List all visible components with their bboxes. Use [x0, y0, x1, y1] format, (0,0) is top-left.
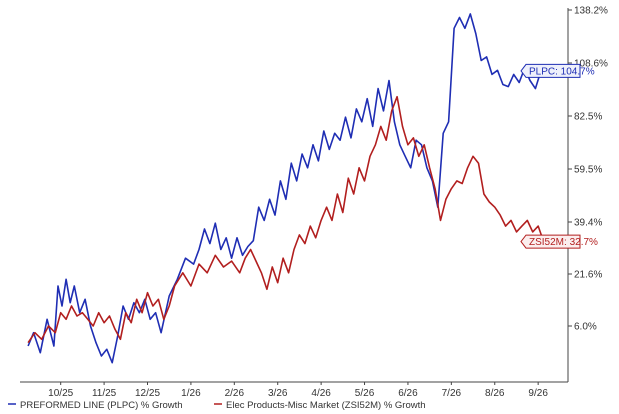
callout-label-plpc: PLPC: 104.7%: [529, 66, 595, 77]
x-tick-label: 1/26: [181, 388, 201, 399]
x-tick-label: 5/26: [355, 388, 375, 399]
x-tick-label: 11/25: [92, 388, 117, 399]
callout-label-zsi: ZSI52M: 32.7%: [529, 237, 598, 248]
x-tick-label: 9/26: [528, 388, 548, 399]
callout-zsi: ZSI52M: 32.7%: [520, 234, 598, 249]
x-tick-label: 7/26: [442, 388, 462, 399]
y-axis: 6.0% 21.6% 39.4% 59.5% 82.5% 108.6% 138.2%: [568, 6, 608, 333]
y-tick-label: 82.5%: [574, 112, 602, 123]
legend-label-plpc: PREFORMED LINE (PLPC) % Growth: [20, 400, 183, 411]
series-line-plpc: [27, 13, 542, 364]
x-tick-label: 8/26: [485, 388, 505, 399]
series-layer: [27, 13, 545, 364]
y-tick-label: 6.0%: [574, 322, 597, 333]
y-tick-label: 39.4%: [574, 218, 602, 229]
x-tick-label: 4/26: [311, 388, 331, 399]
x-tick-label: 6/26: [398, 388, 418, 399]
x-axis: 10/25 11/25 12/25 1/26 2/26 3/26 4/26 5/26 6/26 7…: [48, 382, 548, 399]
callout-plpc: PLPC: 104.7%: [520, 63, 595, 78]
x-tick-label: 2/26: [225, 388, 245, 399]
y-tick-label: 21.6%: [574, 270, 602, 281]
series-line-zsi: [27, 95, 545, 344]
x-tick-label: 3/26: [268, 388, 288, 399]
x-tick-label: 10/25: [48, 388, 73, 399]
legend-item-plpc: PREFORMED LINE (PLPC) % Growth: [8, 400, 183, 411]
legend-label-zsi: Elec Products-Misc Market (ZSI52M) % Gro…: [226, 400, 426, 411]
y-tick-label: 59.5%: [574, 165, 602, 176]
y-tick-label: 138.2%: [574, 6, 608, 17]
callout-box-plpc: [520, 63, 581, 78]
legend: PREFORMED LINE (PLPC) % Growth Elec Prod…: [8, 400, 426, 411]
x-tick-label: 12/25: [135, 388, 160, 399]
legend-item-zsi: Elec Products-Misc Market (ZSI52M) % Gro…: [214, 400, 426, 411]
y-tick-label: 108.6%: [574, 59, 608, 70]
callout-layer: PLPC: 104.7% ZSI52M: 32.7%: [520, 63, 598, 249]
callout-box-zsi: [520, 234, 581, 249]
